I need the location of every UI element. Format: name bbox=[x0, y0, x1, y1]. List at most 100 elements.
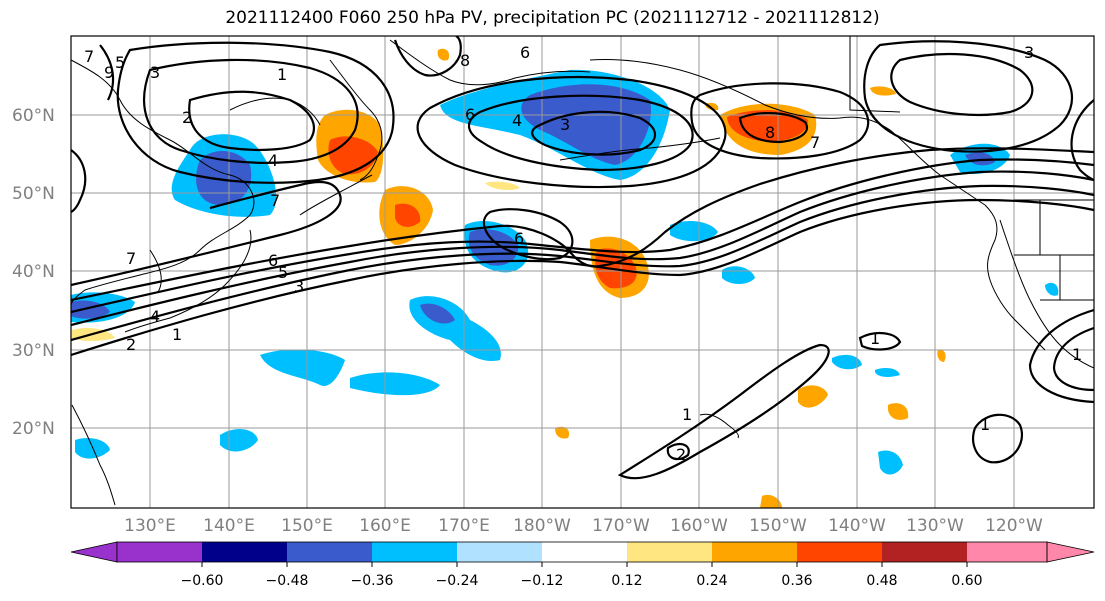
colorbar-tick-label: −0.60 bbox=[181, 573, 224, 589]
precip-area bbox=[196, 150, 252, 205]
precip-area bbox=[937, 349, 946, 362]
contour-label: 1 bbox=[682, 405, 692, 424]
contour-label: 8 bbox=[765, 123, 775, 142]
coastline-state-lines bbox=[1014, 199, 1094, 301]
pv-contour bbox=[738, 111, 808, 144]
colorbar-ticks bbox=[201, 562, 968, 567]
colorbar-segment bbox=[117, 542, 202, 562]
pv-contour bbox=[482, 208, 574, 261]
pv-contour bbox=[617, 343, 830, 480]
contour-label: 1 bbox=[870, 329, 880, 348]
contour-label: 1 bbox=[1072, 345, 1082, 364]
pv-contour bbox=[416, 75, 727, 189]
pv-contour bbox=[393, 36, 462, 77]
colorbar: −0.60 −0.48 −0.36 −0.24 −0.12 0.12 0.24 … bbox=[70, 541, 1095, 589]
pv-contour bbox=[71, 158, 1094, 314]
precip-area bbox=[760, 494, 782, 508]
precip-area bbox=[437, 48, 450, 61]
contour-label: 8 bbox=[460, 51, 470, 70]
colorbar-tick-label: 0.48 bbox=[866, 573, 897, 589]
lat-label: 50°N bbox=[12, 184, 55, 204]
lon-label: 130°E bbox=[124, 516, 176, 536]
precip-area bbox=[832, 354, 862, 370]
colorbar-segment bbox=[882, 542, 967, 562]
contour-label: 6 bbox=[514, 229, 524, 248]
lat-label: 40°N bbox=[12, 262, 55, 282]
precip-area bbox=[555, 426, 570, 439]
pv-contour bbox=[531, 110, 657, 156]
graticule bbox=[71, 36, 1094, 508]
contour-label: 7 bbox=[270, 191, 280, 210]
precip-area bbox=[521, 84, 651, 165]
pv-contour bbox=[71, 170, 1094, 327]
lon-label: 170°E bbox=[438, 516, 490, 536]
lon-label: 180°W bbox=[513, 516, 571, 536]
pv-contour bbox=[71, 149, 87, 214]
precip-area bbox=[878, 450, 903, 475]
map-frame bbox=[70, 35, 1095, 509]
coastline-asia bbox=[71, 59, 255, 306]
coastline-alaska bbox=[589, 59, 986, 206]
colorbar-tick-label: −0.36 bbox=[351, 573, 394, 589]
contour-label: 4 bbox=[268, 151, 278, 170]
colorbar-tick-label: 0.12 bbox=[611, 573, 642, 589]
coastline-islands-west bbox=[71, 404, 116, 506]
pv-contours bbox=[71, 36, 1094, 480]
contour-value-labels: 1 2 3 4 5 6 7 8 9 6 4 3 8 7 6 7 6 5 3 4 … bbox=[84, 43, 1082, 464]
contour-label: 4 bbox=[512, 111, 522, 130]
precip-area bbox=[395, 203, 421, 227]
colorbar-segment bbox=[967, 542, 1047, 562]
precip-area bbox=[870, 86, 896, 96]
lon-label: 140°W bbox=[828, 516, 886, 536]
pv-contour bbox=[863, 40, 1074, 153]
pv-contour bbox=[188, 90, 316, 152]
precip-area bbox=[888, 403, 909, 420]
pv-contour bbox=[666, 442, 690, 461]
colorbar-frame bbox=[116, 541, 1048, 563]
coastline-japan bbox=[124, 229, 252, 333]
pv-contour bbox=[972, 413, 1023, 464]
contour-label: 2 bbox=[676, 445, 686, 464]
pv-contour bbox=[690, 82, 870, 160]
precip-area bbox=[1045, 282, 1059, 296]
lon-label: 160°W bbox=[670, 516, 728, 536]
coastlines bbox=[71, 36, 1094, 506]
precip-area bbox=[420, 303, 455, 324]
precip-area bbox=[350, 372, 440, 396]
coastline-aleutians bbox=[559, 137, 721, 161]
precip-area bbox=[875, 367, 900, 377]
colorbar-tick-label: 0.60 bbox=[951, 573, 982, 589]
lat-label: 30°N bbox=[12, 341, 55, 361]
colorbar-tick-label: −0.24 bbox=[436, 573, 479, 589]
precip-area bbox=[798, 385, 828, 408]
colorbar-tick-label: 0.36 bbox=[781, 573, 812, 589]
pv-contour bbox=[71, 180, 342, 287]
lon-label: 150°W bbox=[749, 516, 807, 536]
contour-label: 6 bbox=[465, 105, 475, 124]
lat-label: 60°N bbox=[12, 106, 55, 126]
latitude-labels: 60°N 50°N 40°N 30°N 20°N bbox=[12, 106, 55, 439]
map-title: 2021112400 F060 250 hPa PV, precipitatio… bbox=[225, 8, 880, 28]
lon-label: 160°E bbox=[359, 516, 411, 536]
contour-label: 5 bbox=[278, 263, 288, 282]
lon-label: 120°W bbox=[985, 516, 1043, 536]
pv-contour bbox=[116, 41, 395, 184]
colorbar-segment bbox=[712, 542, 797, 562]
coastline-alaska-west bbox=[389, 39, 591, 86]
colorbar-tick-label: 0.24 bbox=[696, 573, 727, 589]
contour-label: 4 bbox=[150, 307, 160, 326]
colorbar-segment bbox=[372, 542, 457, 562]
pv-contour bbox=[1070, 99, 1094, 182]
colorbar-segment bbox=[627, 542, 712, 562]
contour-label: 7 bbox=[84, 47, 94, 66]
precip-area bbox=[965, 152, 995, 166]
contour-label: 1 bbox=[172, 325, 182, 344]
lat-label: 20°N bbox=[12, 419, 55, 439]
contour-label: 2 bbox=[182, 108, 192, 127]
colorbar-segment bbox=[202, 542, 287, 562]
colorbar-extend-low bbox=[70, 541, 118, 563]
coastline-kamchatka bbox=[329, 59, 383, 181]
colorbar-segment bbox=[457, 542, 542, 562]
pv-contour bbox=[143, 58, 359, 164]
contour-label: 1 bbox=[277, 65, 287, 84]
